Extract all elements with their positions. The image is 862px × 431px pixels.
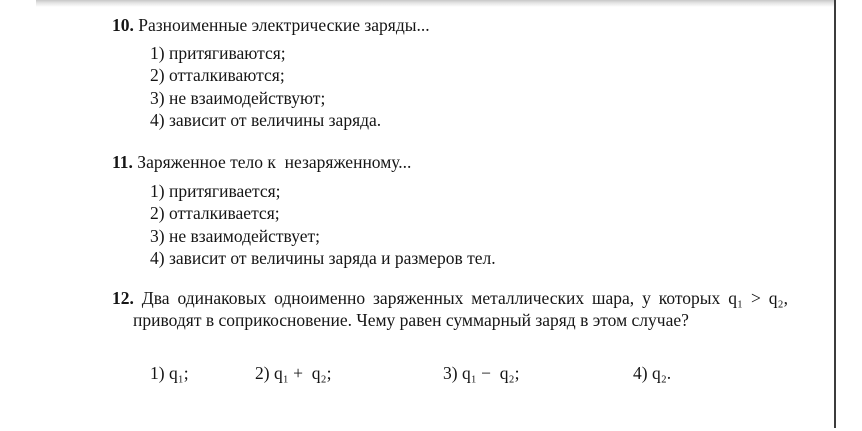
question-10-text: Разноименные электрические заряды... [138, 15, 430, 35]
question-12-number: 12. [112, 288, 134, 308]
question-11-number: 11. [112, 152, 133, 172]
question-11-title: 11. Заряженное тело к незаряженному... [112, 151, 788, 173]
question-11-option-3: 3) не взаимодействует; [150, 225, 321, 246]
question-11-option-1: 1) притягивается; [150, 181, 281, 201]
question-12-option-2: 2) q₁ + q₂; [255, 363, 332, 383]
question-10-options: 1) притягиваются; 2) отталкиваются; 3) н… [150, 42, 381, 132]
question-12-option-1: 1) q₁; [150, 363, 189, 383]
question-12-option-4: 4) q₂. [633, 363, 672, 383]
question-10-title: 10. Разноименные электрические заряды... [112, 14, 788, 36]
question-10-option-2: 2) отталкиваются; [150, 65, 285, 86]
question-10-number: 10. [112, 15, 134, 35]
question-12-option-3: 3) q₁ − q₂; [443, 363, 520, 383]
question-11-text: Заряженное тело к незаряженному... [137, 152, 412, 172]
question-11-options: 1) притягивается; 2) отталкивается; 3) н… [150, 180, 496, 270]
page-top-shadow [36, 0, 835, 7]
question-11-option-2: 2) отталкивается; [150, 203, 280, 224]
page-right-border [834, 0, 836, 428]
question-10-option-1: 1) притягиваются; [150, 43, 286, 63]
question-10-option-4: 4) зависит от величины заряда. [150, 110, 382, 131]
question-12-title: 12. Два одинаковых одноименно заряженных… [112, 287, 788, 332]
question-11-option-4: 4) зависит от величины заряда и размеров… [150, 248, 496, 269]
question-12-options: 1) q₁; 2) q₁ + q₂; 3) q₁ − q₂; 4) q₂. [0, 362, 862, 386]
question-10-option-3: 3) не взаимодействуют; [150, 87, 326, 108]
question-12-text: Два одинаковых одноименно заряженных мет… [133, 288, 788, 331]
